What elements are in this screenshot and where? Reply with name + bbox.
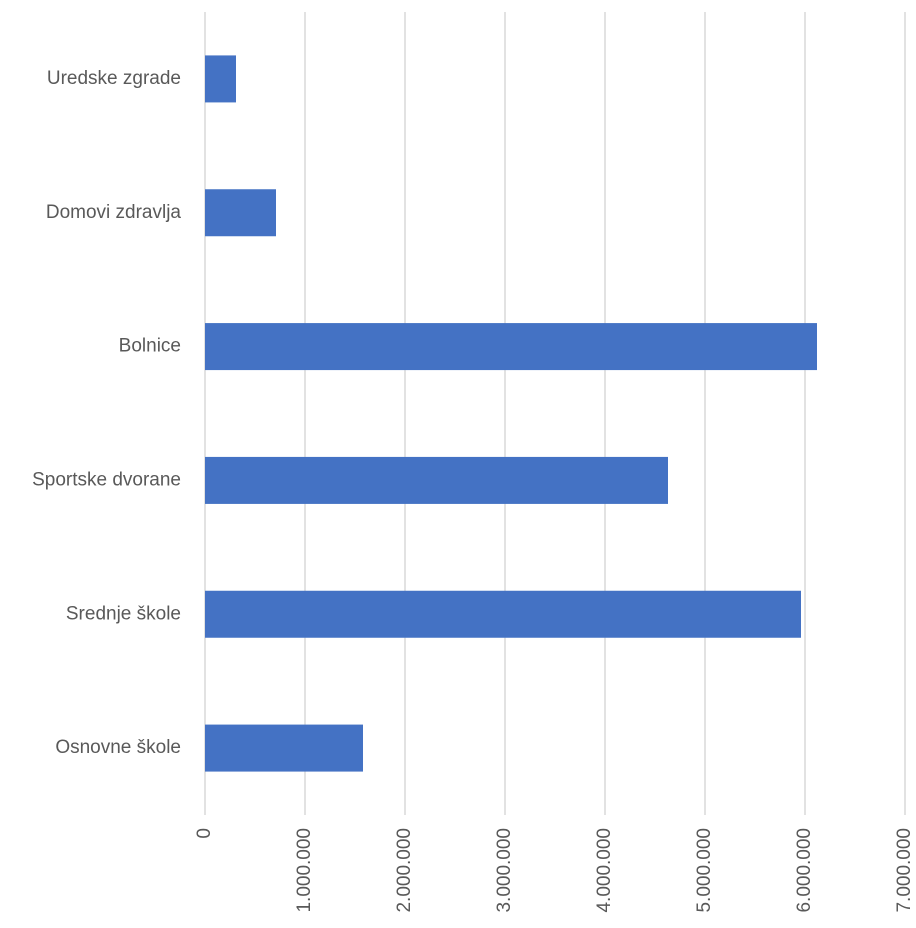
- category-labels: Osnovne škole Srednje škole Sportske dvora…: [32, 68, 181, 758]
- x-tick-label: 3.000.000: [494, 828, 515, 913]
- bar: [205, 189, 276, 237]
- bar: [205, 590, 801, 638]
- x-tick-labels: 0 1.000.000 2.000.000 3.000.000 4.000.000 5.0…: [194, 828, 915, 913]
- x-tick-label: 5.000.000: [694, 828, 715, 913]
- category-label: Domovi zdravlja: [46, 202, 182, 223]
- x-tick-label: 2.000.000: [394, 828, 415, 913]
- category-label: Sportske dvorane: [32, 469, 181, 490]
- x-tick-label: 7.000.000: [894, 828, 915, 913]
- bars: [205, 55, 817, 772]
- bar: [205, 55, 236, 103]
- category-label: Bolnice: [119, 336, 181, 357]
- category-label: Osnovne škole: [55, 737, 181, 758]
- category-label: Srednje škole: [66, 603, 181, 624]
- bar: [205, 456, 668, 504]
- bar: [205, 323, 817, 371]
- x-tick-label: 0: [194, 828, 215, 839]
- category-label: Uredske zgrade: [47, 68, 181, 89]
- x-tick-label: 6.000.000: [794, 828, 815, 913]
- x-tick-label: 1.000.000: [294, 828, 315, 913]
- bar: [205, 724, 363, 772]
- x-tick-label: 4.000.000: [594, 828, 615, 913]
- gridlines: [204, 12, 906, 815]
